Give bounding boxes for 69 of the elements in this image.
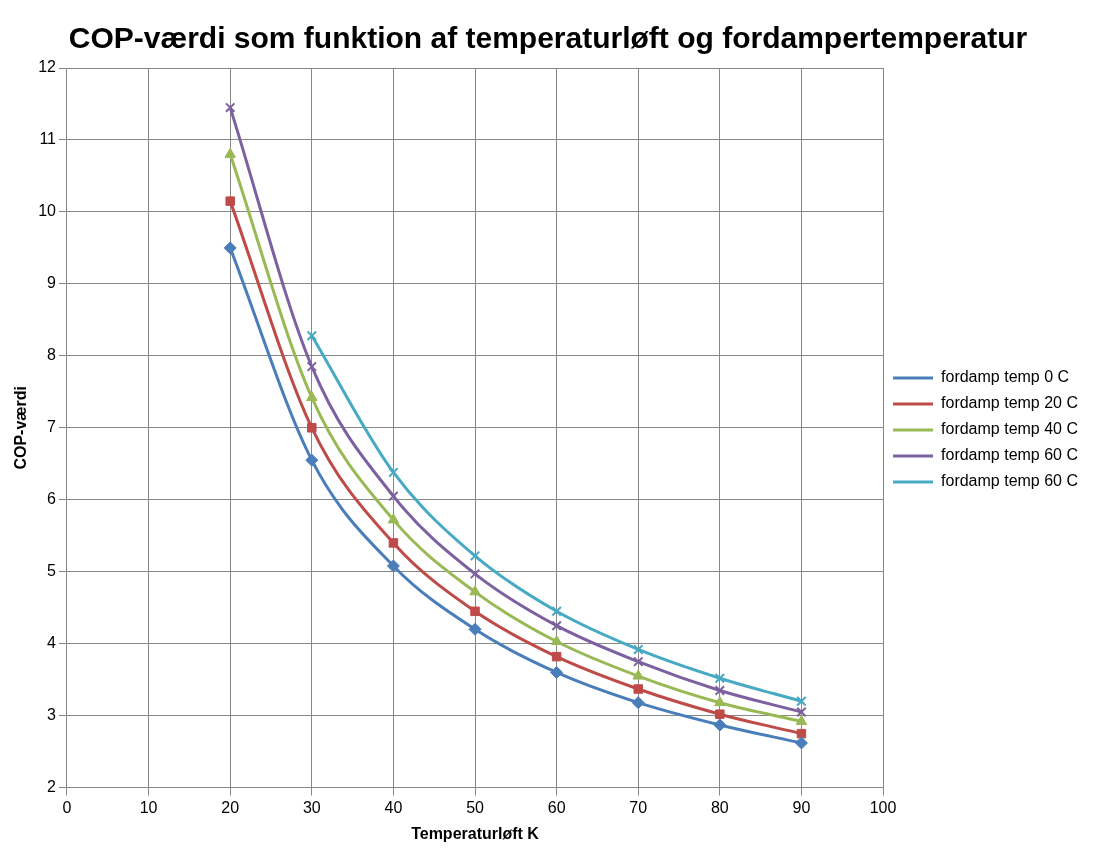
point <box>632 656 644 667</box>
x-tick-label: 80 <box>710 798 729 816</box>
point <box>307 423 317 433</box>
point <box>550 665 564 679</box>
point <box>633 684 643 694</box>
point <box>632 644 644 655</box>
point <box>306 361 318 372</box>
x-tick-label: 30 <box>302 798 321 816</box>
x-tick-label: 100 <box>869 798 897 816</box>
point <box>470 606 480 617</box>
legend-label: fordamp temp 60 C <box>941 446 1078 464</box>
point <box>796 696 807 707</box>
x-tick-label: 20 <box>221 798 240 816</box>
point <box>306 330 318 341</box>
y-tick-label: 7 <box>47 418 57 436</box>
point <box>305 453 319 467</box>
point <box>224 147 236 158</box>
legend-label: fordamp temp 60 C <box>941 472 1078 490</box>
point <box>714 685 726 696</box>
x-tick-label: 40 <box>384 798 403 816</box>
legend-label: fordamp temp 20 C <box>941 394 1078 412</box>
point <box>551 651 562 662</box>
y-tick-label: 11 <box>39 130 57 148</box>
x-tick-label: 10 <box>139 798 158 816</box>
point <box>388 490 399 502</box>
point <box>469 568 481 580</box>
point <box>386 559 400 573</box>
point <box>306 391 318 402</box>
y-tick-label: 9 <box>47 274 57 292</box>
point <box>387 513 400 524</box>
point <box>632 669 644 680</box>
point <box>551 620 562 631</box>
y-axis-title: COP-værdi <box>12 386 30 470</box>
point <box>796 728 807 739</box>
y-tick-label: 12 <box>38 58 57 76</box>
x-tick-label: 70 <box>629 798 648 816</box>
y-tick-label: 3 <box>47 706 57 724</box>
point <box>550 635 563 646</box>
y-tick-label: 8 <box>47 346 57 364</box>
point <box>388 538 399 548</box>
point <box>468 622 482 636</box>
x-tick-label: 60 <box>547 798 566 816</box>
point <box>631 696 645 710</box>
legend-label: fordamp temp 40 C <box>941 420 1078 438</box>
point <box>469 550 481 562</box>
point <box>714 696 726 707</box>
x-tick-label: 90 <box>792 798 811 816</box>
chart-title: COP-værdi som funktion af temperaturløft og fordampertemperatur <box>68 21 1028 55</box>
x-axis-title: Temperaturløft K <box>411 824 540 842</box>
y-tick-label: 6 <box>47 490 57 508</box>
y-tick-label: 4 <box>47 634 57 652</box>
point <box>715 709 725 719</box>
point <box>796 706 807 718</box>
legend-label: fordamp temp 0 C <box>941 368 1070 386</box>
point <box>713 718 727 732</box>
point <box>551 606 562 617</box>
point <box>714 672 726 684</box>
point <box>223 241 237 255</box>
point <box>388 467 399 478</box>
y-tick-label: 5 <box>47 562 57 580</box>
point <box>795 714 808 725</box>
point <box>794 736 808 750</box>
point <box>225 196 235 206</box>
y-tick-label: 10 <box>38 202 57 220</box>
y-tick-label: 2 <box>47 778 57 796</box>
x-tick-label: 50 <box>466 798 485 816</box>
point <box>469 585 481 596</box>
point <box>224 102 236 113</box>
x-tick-label: 0 <box>62 798 72 816</box>
